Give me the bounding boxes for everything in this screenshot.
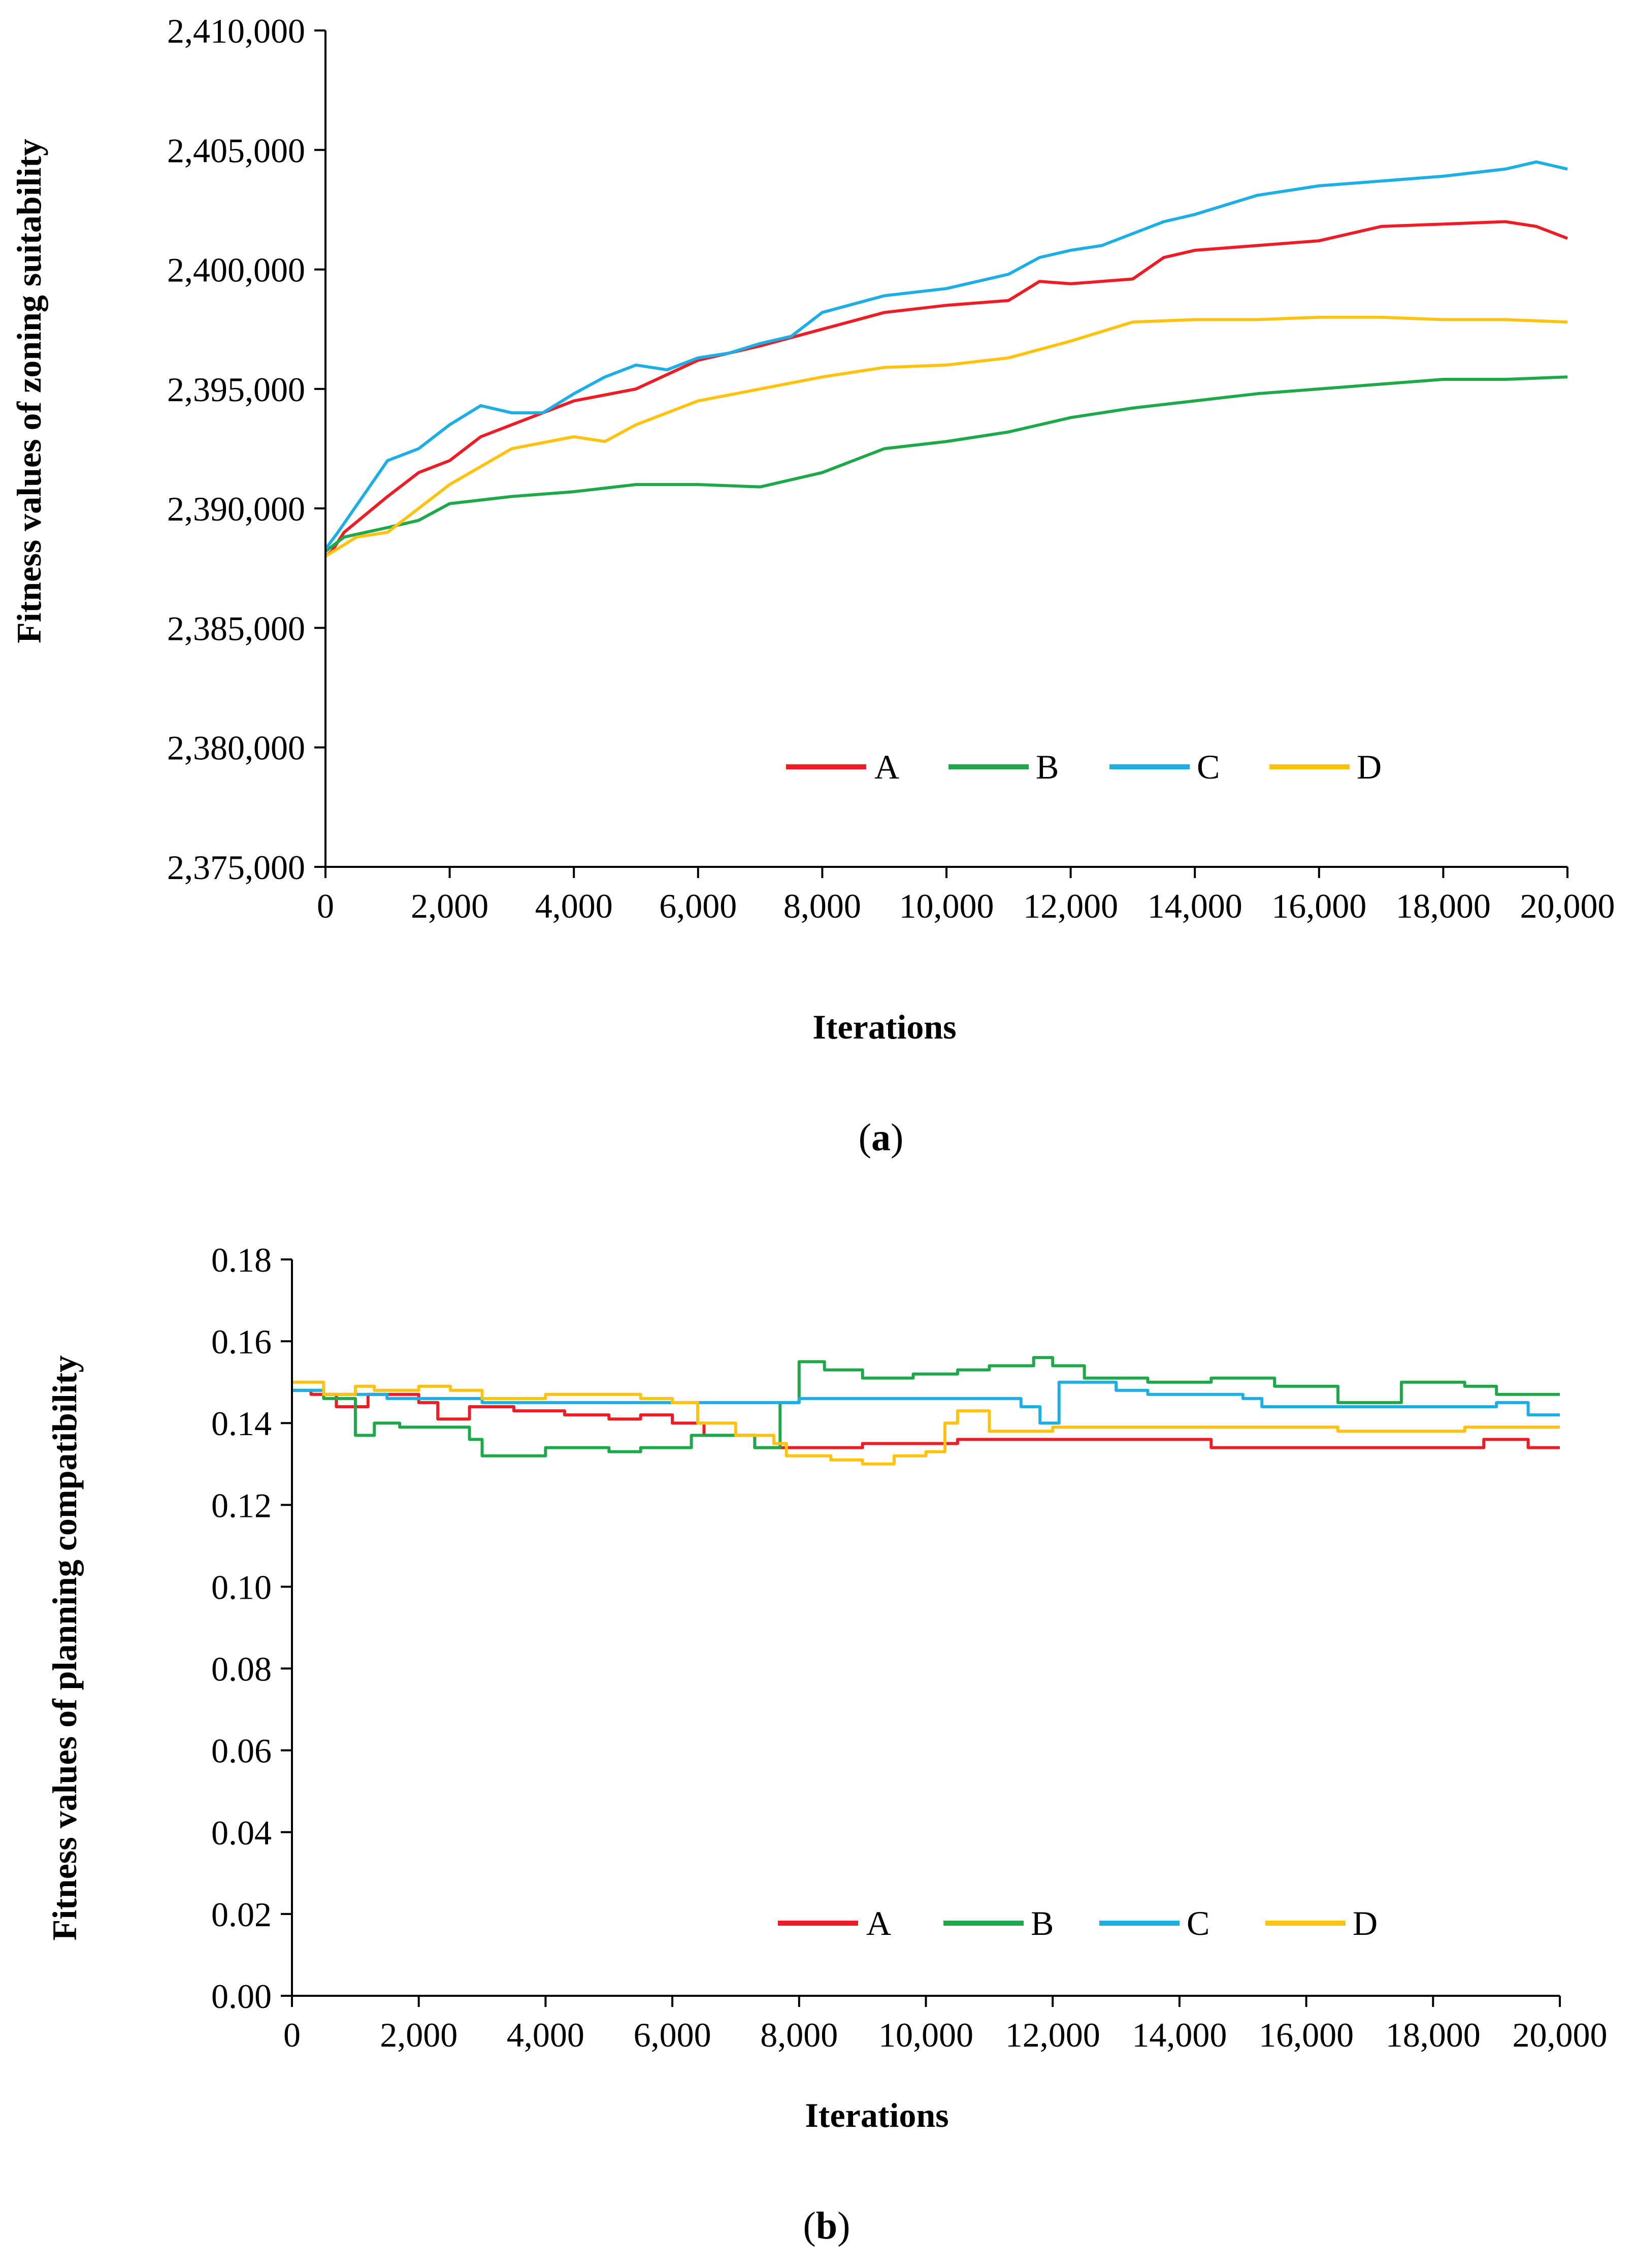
chart-b-y-tick-label: 0.00 <box>211 1977 272 2016</box>
chart-a-y-tick-label: 2,390,000 <box>167 490 305 528</box>
chart-a-legend-label-c: C <box>1197 748 1220 786</box>
chart-a-y-tick-label: 2,400,000 <box>167 251 305 289</box>
chart-b-x-tick-label: 10,000 <box>878 2016 973 2054</box>
chart-b-y-tick-label: 0.06 <box>211 1732 272 1770</box>
chart-a-y-tick-label: 2,380,000 <box>167 729 305 767</box>
chart-a-y-tick-label: 2,395,000 <box>167 370 305 409</box>
chart-b-y-tick-label: 0.14 <box>211 1404 272 1443</box>
chart-a-x-tick-label: 0 <box>317 887 334 925</box>
chart-b-y-tick-label: 0.04 <box>211 1813 272 1852</box>
chart-a-legend-label-d: D <box>1357 748 1382 786</box>
chart-b-x-tick-label: 20,000 <box>1513 2016 1608 2054</box>
chart-a-panel-label-open: ( <box>859 1116 871 1159</box>
chart-b-series <box>292 1356 1560 1466</box>
chart-b: 0 2,000 4,000 6,000 8,000 10,000 12,000 14,000 1… <box>45 1241 1608 2247</box>
chart-a-y-axis-title: Fitness values of zoning suitability <box>10 139 48 643</box>
chart-b-x-tick-label: 16,000 <box>1259 2016 1354 2054</box>
chart-a-legend-label-a: A <box>874 748 899 786</box>
chart-b-legend-label-d: D <box>1353 1904 1378 1942</box>
chart-b-y-tick-label: 0.02 <box>211 1895 272 1934</box>
chart-a-y-ticks: 2,375,000 2,380,000 2,385,000 2,390,000 2,39… <box>167 12 325 887</box>
chart-b-y-axis-title: Fitness values of planning compatibility <box>45 1355 84 1940</box>
chart-a-panel-label-letter: a <box>871 1116 891 1159</box>
chart-b-legend-label-b: B <box>1031 1904 1054 1942</box>
chart-b-y-ticks: 0.00 0.02 0.04 0.06 0.08 0.10 0.12 0.14 0.16 0.18 <box>211 1241 292 2016</box>
chart-a-y-tick-label: 2,405,000 <box>167 131 305 170</box>
chart-a-panel-label: (a) <box>859 1116 904 1159</box>
chart-b-y-tick-label: 0.16 <box>211 1322 272 1361</box>
chart-a-x-tick-label: 4,000 <box>535 887 613 925</box>
chart-b-x-tick-label: 4,000 <box>507 2016 584 2054</box>
chart-a-y-tick-label: 2,410,000 <box>167 12 305 50</box>
chart-a-x-ticks: 0 2,000 4,000 6,000 8,000 10,000 12,000 14,000 1… <box>317 867 1615 925</box>
chart-a-x-tick-label: 14,000 <box>1148 887 1242 925</box>
chart-a-series <box>324 160 1568 558</box>
chart-a-x-tick-label: 16,000 <box>1271 887 1366 925</box>
chart-a-x-tick-label: 8,000 <box>783 887 861 925</box>
chart-b-x-tick-label: 2,000 <box>380 2016 457 2054</box>
chart-a-panel-label-close: ) <box>891 1116 903 1159</box>
chart-a-series-b-line <box>324 375 1568 553</box>
chart-b-legend: A B C D <box>778 1904 1378 1942</box>
chart-b-legend-label-a: A <box>866 1904 891 1942</box>
chart-a-x-tick-label: 2,000 <box>411 887 488 925</box>
chart-a: 0 2,000 4,000 6,000 8,000 10,000 12,000 14,000 1… <box>10 12 1615 1159</box>
chart-b-x-axis-title: Iterations <box>805 2096 948 2134</box>
chart-b-legend-label-c: C <box>1187 1904 1209 1942</box>
chart-b-x-tick-label: 8,000 <box>760 2016 838 2054</box>
chart-a-series-a-line <box>324 220 1568 558</box>
chart-b-x-tick-label: 0 <box>283 2016 301 2054</box>
chart-b-panel-label-close: ) <box>837 2205 850 2247</box>
chart-b-y-tick-label: 0.12 <box>211 1486 272 1525</box>
chart-a-legend: A B C D <box>786 748 1382 786</box>
chart-b-panel-label-letter: b <box>816 2205 837 2247</box>
chart-b-x-tick-label: 12,000 <box>1005 2016 1100 2054</box>
chart-a-x-tick-label: 6,000 <box>659 887 737 925</box>
chart-b-x-tick-label: 14,000 <box>1132 2016 1227 2054</box>
chart-b-panel-label: (b) <box>803 2205 850 2247</box>
chart-a-x-tick-label: 18,000 <box>1396 887 1491 925</box>
chart-a-y-tick-label: 2,375,000 <box>167 848 305 887</box>
chart-a-series-d-line <box>324 315 1568 558</box>
chart-a-x-tick-label: 20,000 <box>1520 887 1615 925</box>
chart-b-series-d-line <box>292 1380 1560 1466</box>
chart-a-series-c-line <box>324 160 1568 550</box>
chart-b-x-tick-label: 6,000 <box>634 2016 711 2054</box>
chart-b-panel-label-open: ( <box>803 2205 816 2247</box>
chart-a-x-tick-label: 10,000 <box>899 887 994 925</box>
chart-b-series-b-line <box>292 1356 1560 1457</box>
chart-a-y-tick-label: 2,385,000 <box>167 609 305 647</box>
chart-b-y-tick-label: 0.18 <box>211 1241 272 1279</box>
chart-a-x-tick-label: 12,000 <box>1023 887 1118 925</box>
chart-b-x-tick-label: 18,000 <box>1386 2016 1481 2054</box>
chart-a-x-axis-title: Iterations <box>812 1008 956 1046</box>
chart-b-y-tick-label: 0.10 <box>211 1568 272 1606</box>
chart-b-x-ticks: 0 2,000 4,000 6,000 8,000 10,000 12,000 14,000 1… <box>283 1996 1608 2054</box>
chart-b-y-tick-label: 0.08 <box>211 1650 272 1689</box>
chart-a-legend-label-b: B <box>1036 748 1059 786</box>
